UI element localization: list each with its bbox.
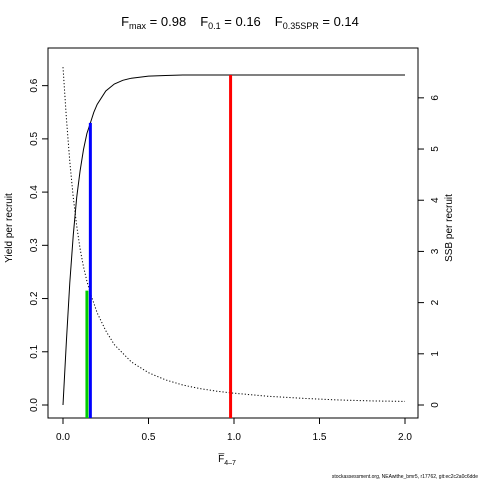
title-fspr-main: F — [275, 14, 283, 29]
y-left-tick-label: 0.3 — [29, 238, 40, 252]
x-axis: 0.0 0.5 1.0 1.5 2.0 — [56, 417, 412, 443]
y-right-tick-label: 5 — [430, 146, 441, 152]
y-right-tick-label: 1 — [430, 351, 441, 357]
title-f01-sub: 0.1 — [208, 21, 221, 31]
x-tick-label: 1.5 — [313, 432, 327, 443]
y-right-tick-label: 2 — [430, 299, 441, 305]
title-f01-main: F — [200, 14, 208, 29]
title-fspr-sub: 0.35SPR — [283, 21, 320, 31]
x-axis-title-main: F̅ — [218, 453, 224, 465]
y-axis-right-title: SSB per recruit — [444, 194, 455, 262]
yield-per-recruit-line — [62, 74, 405, 406]
reference-lines — [85, 75, 233, 418]
y-axis-right: 0 1 2 3 4 5 6 — [417, 95, 441, 408]
x-axis-title: F̅4–7 — [218, 453, 236, 467]
x-tick-label: 1.0 — [227, 432, 241, 443]
y-left-tick-label: 0.6 — [29, 78, 40, 92]
title-fmax-main: F — [121, 14, 129, 29]
title-fmax-sub: max — [129, 21, 147, 31]
y-left-tick-label: 0.2 — [29, 291, 40, 305]
series-layer — [62, 67, 406, 406]
plot-frame — [47, 47, 419, 419]
y-right-tick-label: 0 — [430, 402, 441, 408]
y-right-tick-label: 6 — [430, 95, 441, 101]
x-tick-label: 0.5 — [142, 432, 156, 443]
title-f01-value: = 0.16 — [221, 14, 261, 29]
y-right-tick-label: 4 — [430, 197, 441, 203]
x-tick-label: 0.0 — [56, 432, 70, 443]
title-fspr-value: = 0.14 — [319, 14, 359, 29]
chart-title: Fmax = 0.98 F0.1 = 0.16 F0.35SPR = 0.14 — [121, 14, 359, 31]
y-right-tick-label: 3 — [430, 248, 441, 254]
y-axis-left: 0.0 0.1 0.2 0.3 0.4 0.5 0.6 — [29, 78, 49, 412]
footer-credit: stockassessment.org, NEAwithe_bmr5, r177… — [332, 474, 478, 480]
x-axis-title-sub: 4–7 — [224, 460, 236, 467]
title-fmax-value: = 0.98 — [146, 14, 186, 29]
y-left-tick-label: 0.5 — [29, 131, 40, 145]
ssb-per-recruit-line — [62, 67, 406, 402]
y-axis-left-title: Yield per recruit — [4, 193, 15, 263]
y-left-tick-label: 0.1 — [29, 344, 40, 358]
y-left-tick-label: 0.4 — [29, 185, 40, 199]
y-left-tick-label: 0.0 — [29, 398, 40, 412]
x-tick-label: 2.0 — [398, 432, 412, 443]
